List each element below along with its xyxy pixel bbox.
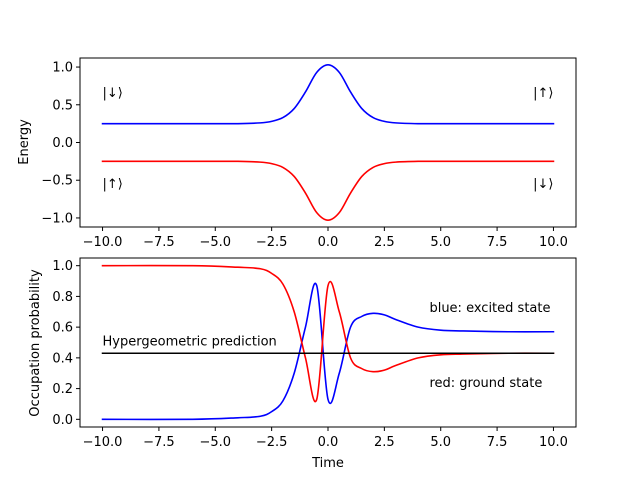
hypergeometric-label: Hypergeometric prediction — [103, 335, 277, 350]
occupation-x-tick-label: −5.0 — [199, 435, 231, 450]
energy-x-tick-label: −10.0 — [83, 235, 123, 250]
occupation-series-group — [101, 264, 555, 421]
energy-series-group — [101, 63, 555, 222]
occupation-x-tick-label: 7.5 — [487, 435, 508, 450]
top-right-state-label: |↑⟩ — [533, 86, 553, 101]
energy-panel: −10.0 −7.5 −5.0 −2.5 0.0 2.5 5.0 7.5 10.0 −1.0 −0.… — [17, 57, 577, 250]
occupation-y-tick-label: 0.8 — [52, 290, 73, 305]
energy-x-tick-label: 5.0 — [430, 235, 451, 250]
occupation-y-tick-label: 0.6 — [52, 321, 73, 336]
occupation-x-tick-label: 2.5 — [374, 435, 395, 450]
energy-y-tick-label: 0.0 — [52, 136, 73, 151]
energy-axis-label: Energy — [17, 119, 32, 165]
energy-x-tick-label: −2.5 — [256, 235, 288, 250]
energy-x-tick-label: −7.5 — [143, 235, 175, 250]
occupation-y-tick-label: 0.0 — [52, 413, 73, 428]
occupation-series-line-1 — [101, 264, 555, 403]
occupation-y-tick-label: 1.0 — [52, 259, 73, 274]
energy-y-tick-label: −0.5 — [41, 174, 73, 189]
energy-series-line-1 — [101, 160, 555, 222]
occupation-x-tick-label: −7.5 — [143, 435, 175, 450]
energy-x-tick-label: 2.5 — [374, 235, 395, 250]
occupation-x-tick-label: 0.0 — [318, 435, 339, 450]
energy-y-tick-label: 0.5 — [52, 98, 73, 113]
energy-y-tick-label: −1.0 — [41, 211, 73, 226]
occupation-x-tick-label: 5.0 — [430, 435, 451, 450]
occupation-panel: −10.0 −7.5 −5.0 −2.5 0.0 2.5 5.0 7.5 10.0 0.0 0.2 0… — [28, 257, 577, 471]
bottom-left-state-label: |↑⟩ — [103, 177, 123, 192]
energy-x-tick-label: 0.0 — [318, 235, 339, 250]
energy-x-tick-label: 7.5 — [487, 235, 508, 250]
energy-series-line-0 — [101, 63, 555, 125]
excited-state-label: blue: excited state — [429, 301, 550, 316]
occupation-y-tick-label: 0.2 — [52, 382, 73, 397]
occupation-x-tick-label: −10.0 — [83, 435, 123, 450]
energy-x-tick-label: 10.0 — [539, 235, 568, 250]
energy-x-tick-label: −5.0 — [199, 235, 231, 250]
bottom-right-state-label: |↓⟩ — [533, 177, 553, 192]
energy-y-tick-label: 1.0 — [52, 61, 73, 76]
occupation-y-tick-label: 0.4 — [52, 351, 73, 366]
time-axis-label: Time — [311, 456, 344, 471]
occupation-axis-label: Occupation probability — [28, 269, 43, 417]
top-left-state-label: |↓⟩ — [103, 86, 123, 101]
occupation-series-line-0 — [101, 282, 555, 421]
occupation-x-tick-label: 10.0 — [539, 435, 568, 450]
occupation-x-tick-label: −2.5 — [256, 435, 288, 450]
ground-state-label: red: ground state — [429, 376, 542, 391]
